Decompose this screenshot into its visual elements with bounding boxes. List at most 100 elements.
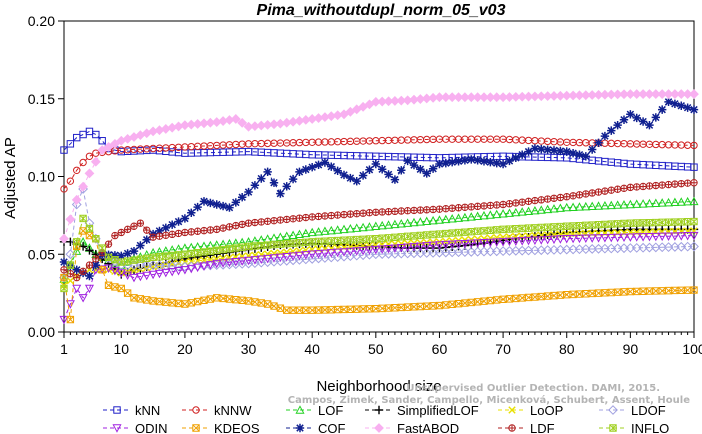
data-point-ldf xyxy=(257,218,265,226)
data-point-kdeos xyxy=(435,301,444,310)
data-point-fastabod xyxy=(84,168,95,179)
data-point-odin xyxy=(549,235,559,245)
data-point-ldf xyxy=(353,210,361,218)
data-point-odin xyxy=(199,262,209,271)
data-point-odin xyxy=(460,239,470,249)
data-point-lof xyxy=(364,222,374,231)
data-point-ldf xyxy=(73,273,81,282)
data-point-ldf xyxy=(442,205,450,213)
data-point-cof xyxy=(632,113,641,123)
data-point-ldf xyxy=(505,200,514,208)
data-point-inflo xyxy=(244,242,253,251)
data-point-odin xyxy=(676,232,686,241)
legend-item-ldf: LDF xyxy=(498,421,555,434)
data-point-inflo xyxy=(219,245,227,254)
data-point-cof xyxy=(670,99,680,109)
legend-marker xyxy=(374,405,384,415)
data-point-knn xyxy=(66,140,75,148)
data-point-loop xyxy=(162,261,170,269)
y-tick-label: 0.10 xyxy=(28,169,55,185)
data-point-cof xyxy=(231,198,241,207)
data-point-ldf xyxy=(429,205,437,214)
data-point-inflo xyxy=(136,255,145,263)
data-point-odin xyxy=(613,233,623,243)
data-point-cof xyxy=(244,187,253,197)
data-point-ldf xyxy=(550,194,558,202)
data-point-ldf xyxy=(111,231,119,240)
data-point-loop xyxy=(690,227,698,235)
data-point-cof xyxy=(581,152,591,161)
data-point-cof xyxy=(161,223,171,233)
data-point-cof xyxy=(129,246,139,256)
data-point-ldf xyxy=(251,218,259,227)
data-point-ldof xyxy=(154,260,165,271)
data-point-odin xyxy=(377,245,387,254)
data-point-ldf xyxy=(174,229,183,238)
data-point-cof xyxy=(530,144,540,153)
data-point-odin xyxy=(174,267,184,276)
data-point-odin xyxy=(632,233,642,242)
data-point-loop xyxy=(187,257,195,266)
data-point-odin xyxy=(536,236,546,245)
data-point-ldof xyxy=(148,260,158,271)
legend-marker xyxy=(192,406,200,414)
data-point-cof xyxy=(187,208,196,217)
data-point-lof xyxy=(625,199,635,209)
data-point-loop xyxy=(467,235,475,244)
data-point-cof xyxy=(556,146,565,156)
data-point-cof xyxy=(314,160,323,170)
data-point-lof xyxy=(664,197,674,207)
data-point-ldf xyxy=(652,181,660,190)
data-point-fastabod xyxy=(466,92,477,103)
data-point-lof xyxy=(333,225,343,234)
data-point-cof xyxy=(657,105,667,114)
data-point-lof xyxy=(358,222,368,232)
data-point-odin xyxy=(371,245,381,255)
data-point-odin xyxy=(161,268,171,278)
data-point-cof xyxy=(568,148,578,158)
data-point-fastabod xyxy=(689,89,699,99)
data-point-inflo xyxy=(531,224,539,232)
data-point-lof xyxy=(530,205,540,215)
data-point-odin xyxy=(231,258,241,267)
data-point-cof xyxy=(142,235,151,244)
data-point-kdeos xyxy=(486,296,495,305)
x-tick-label: 70 xyxy=(495,341,511,357)
data-point-cof xyxy=(479,157,489,166)
data-point-cof xyxy=(91,260,101,270)
data-point-cof xyxy=(301,165,311,174)
data-point-lof xyxy=(460,212,470,222)
data-point-ldf xyxy=(582,190,590,198)
data-point-loop xyxy=(480,234,488,243)
data-point-cof xyxy=(358,171,368,180)
data-point-cof xyxy=(167,220,177,229)
x-tick-label: 50 xyxy=(368,341,384,357)
data-point-cof xyxy=(59,257,69,267)
data-point-kdeos xyxy=(473,298,482,306)
data-point-ldof xyxy=(71,199,82,210)
data-point-ldf xyxy=(200,226,208,235)
data-point-odin xyxy=(352,247,362,256)
data-point-odin xyxy=(84,284,94,294)
data-point-lof xyxy=(606,200,616,210)
data-point-ldf xyxy=(123,225,132,233)
data-point-loop xyxy=(359,242,367,250)
data-point-cof xyxy=(409,160,419,170)
data-point-inflo xyxy=(98,244,106,252)
data-point-lof xyxy=(288,230,298,239)
data-point-cof xyxy=(384,170,393,179)
data-point-ldf xyxy=(270,217,278,225)
data-point-cof xyxy=(390,175,400,184)
data-point-loop xyxy=(321,244,329,253)
data-point-kdeos xyxy=(85,231,94,240)
x-tick-label: 100 xyxy=(682,341,702,357)
legend-label: FastABOD xyxy=(397,421,459,434)
data-point-inflo xyxy=(601,220,609,229)
data-point-odin xyxy=(644,232,654,242)
data-point-kdeos xyxy=(276,304,285,312)
data-point-cof xyxy=(562,147,571,156)
data-point-cof xyxy=(307,162,317,172)
data-point-fastabod xyxy=(657,89,668,99)
data-point-cof xyxy=(511,153,521,163)
